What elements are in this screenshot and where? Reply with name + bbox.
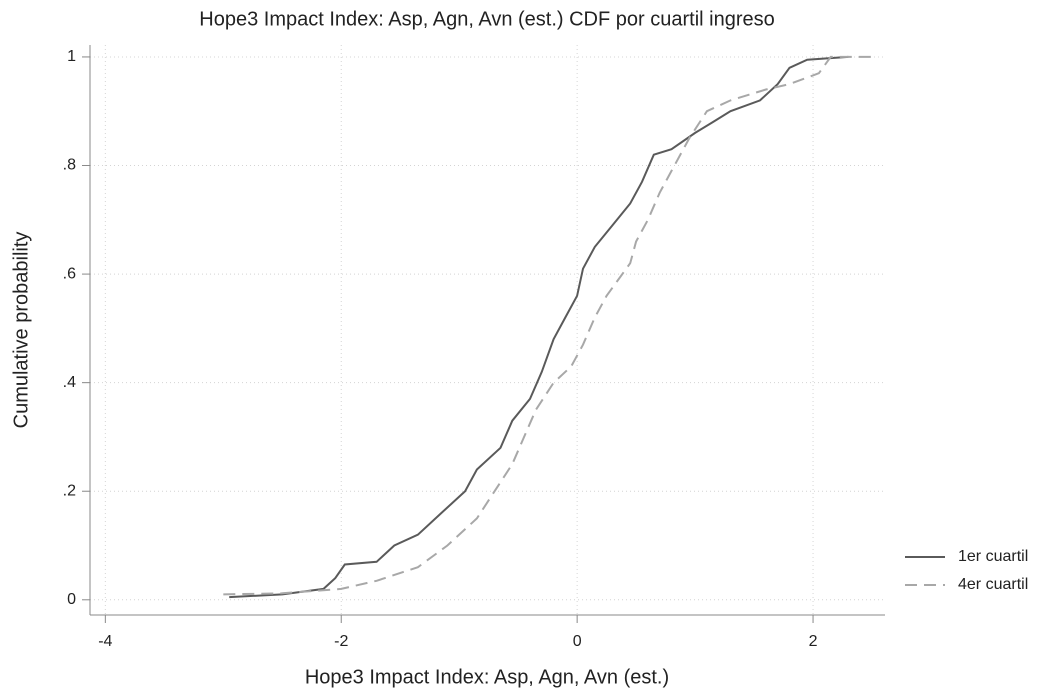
y-tick-label: 1 [67,48,76,65]
x-tick-label: 2 [809,633,818,650]
y-axis-label: Cumulative probability [10,232,32,429]
cdf-line [223,55,872,596]
y-tick-label: .2 [63,482,76,499]
cdf-line [229,55,849,599]
legend-label: 1er cuartil [958,548,1028,565]
x-tick-label: -4 [98,633,112,650]
x-tick-label: -2 [334,633,348,650]
x-tick-label: 0 [573,633,582,650]
y-tick-label: .8 [63,157,76,174]
legend-label: 4er cuartil [958,576,1028,593]
y-tick-label: 0 [67,591,76,608]
x-axis-label: Hope3 Impact Index: Asp, Agn, Avn (est.) [305,666,669,688]
y-tick-label: .6 [63,265,76,282]
y-tick-label: .4 [63,374,76,391]
chart-title: Hope3 Impact Index: Asp, Agn, Avn (est.)… [199,8,774,30]
